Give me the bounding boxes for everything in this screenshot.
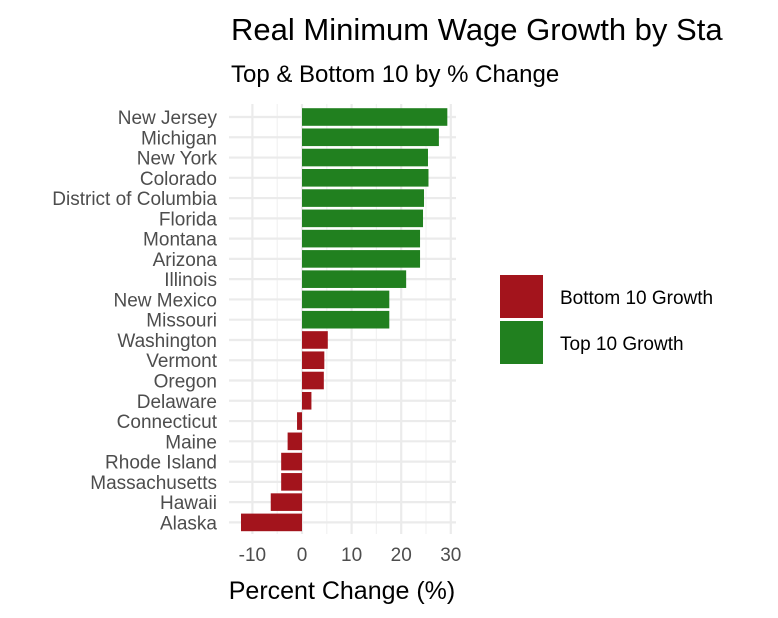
category-label: Vermont xyxy=(146,351,217,372)
legend-label: Top 10 Growth xyxy=(560,334,684,355)
category-label: Connecticut xyxy=(117,412,218,433)
category-label: Hawaii xyxy=(160,493,217,514)
bar-colorado xyxy=(302,169,429,187)
category-label: Michigan xyxy=(141,128,217,149)
category-label: Florida xyxy=(159,209,218,230)
chart-title: Real Minimum Wage Growth by Sta xyxy=(231,12,723,47)
category-label: Rhode Island xyxy=(105,453,217,474)
bar-delaware xyxy=(302,391,312,410)
x-tick-label: 20 xyxy=(391,545,412,566)
bar-massachusetts xyxy=(281,473,302,491)
category-label: Alaska xyxy=(160,513,217,534)
bar-alaska xyxy=(240,513,302,532)
x-tick-labels: -10 0 10 20 30 xyxy=(239,545,462,566)
x-tick-label: 30 xyxy=(440,545,461,566)
bar-washington xyxy=(302,331,328,349)
bar-new-mexico xyxy=(302,290,390,309)
bar-district-of-columbia xyxy=(302,189,425,207)
legend-label: Bottom 10 Growth xyxy=(560,288,713,309)
category-label: Massachusetts xyxy=(90,473,217,494)
bar-maine xyxy=(287,432,302,451)
category-label: Washington xyxy=(117,331,217,352)
bar-rhode-island xyxy=(281,452,302,471)
legend-key-top-10-growth xyxy=(500,321,543,364)
category-label: District of Columbia xyxy=(52,189,217,210)
bar-florida xyxy=(302,209,424,228)
category-label: New York xyxy=(137,149,218,170)
category-label: Colorado xyxy=(140,169,217,190)
x-tick-label: -10 xyxy=(239,545,266,566)
category-label: Oregon xyxy=(154,372,217,393)
x-tick-label: 10 xyxy=(341,545,362,566)
bar-arizona xyxy=(302,250,421,268)
legend: Bottom 10 Growth Top 10 Growth xyxy=(500,275,713,364)
x-tick-label: 0 xyxy=(297,545,308,566)
bar-michigan xyxy=(302,128,439,147)
category-label: New Jersey xyxy=(118,108,218,129)
bar-vermont xyxy=(302,351,325,370)
legend-key-bottom-10-growth xyxy=(500,275,543,318)
category-label: Missouri xyxy=(146,311,217,332)
bar-new-york xyxy=(302,148,428,167)
category-label: Montana xyxy=(143,230,217,251)
bar-hawaii xyxy=(270,493,302,511)
x-axis-title: Percent Change (%) xyxy=(229,577,456,605)
category-label: Delaware xyxy=(137,392,217,413)
bar-missouri xyxy=(302,310,390,329)
bar-new-jersey xyxy=(302,108,448,126)
bars xyxy=(240,108,448,532)
bar-illinois xyxy=(302,270,407,288)
bar-montana xyxy=(302,229,421,248)
category-label: Maine xyxy=(165,432,217,453)
category-label: New Mexico xyxy=(114,290,217,311)
category-label: Arizona xyxy=(153,250,218,271)
bar-oregon xyxy=(302,371,324,390)
category-label: Illinois xyxy=(164,270,217,291)
bar-connecticut xyxy=(297,412,302,430)
chart-subtitle: Top & Bottom 10 by % Change xyxy=(231,61,559,88)
